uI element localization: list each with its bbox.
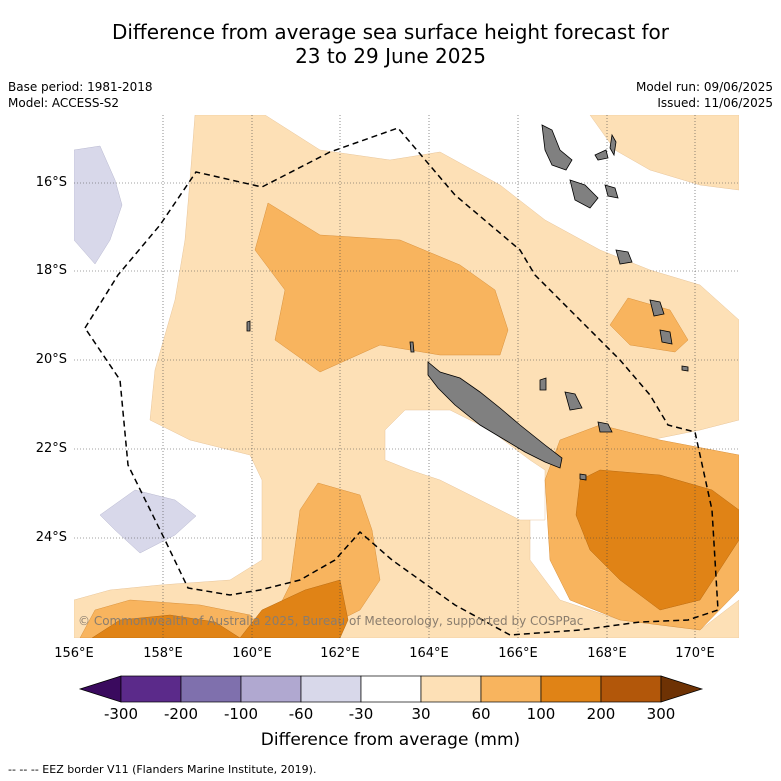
anomaly-neg-60-30-northwest [74, 145, 123, 265]
vanuatu-island-6 [615, 249, 633, 265]
anomaly-100-200-southwest [91, 614, 241, 638]
land-masses [246, 124, 689, 481]
lat-label-16s: 16°S [35, 175, 67, 190]
lon-label-168e: 168°E [587, 646, 627, 661]
vanuatu-island-8 [659, 329, 673, 345]
lon-label-166e: 166°E [498, 646, 538, 661]
anomaly-100-200-southeast [575, 469, 739, 611]
model-run: Model run: 09/06/2025 [635, 80, 773, 94]
colorbar-swatch-5 [360, 675, 422, 703]
model-name: Model: ACCESS-S2 [8, 96, 120, 110]
base-period: Base period: 1981-2018 [8, 80, 153, 94]
colorbar-label-neg300: -300 [103, 705, 139, 723]
copyright-notice: © Commonwealth of Australia 2025, Bureau… [78, 614, 584, 628]
colorbar-swatch-8 [540, 675, 602, 703]
islet-4 [409, 341, 415, 353]
colorbar-label-neg100: -100 [223, 705, 259, 723]
colorbar-swatch-9 [600, 675, 662, 703]
colorbar-label-neg30: -30 [348, 705, 374, 723]
meta-left: Base period: 1981-2018 Model: ACCESS-S2 [8, 79, 153, 111]
colorbar-swatch-7 [480, 675, 542, 703]
colorbar-swatch-1 [120, 675, 182, 703]
colorbar-under-arrow [78, 675, 122, 703]
lon-label-160e: 160°E [232, 646, 272, 661]
colorbar-title: Difference from average (mm) [260, 730, 521, 750]
map-area [74, 115, 739, 638]
colorbar-label-300: 300 [646, 705, 676, 723]
lon-label-156e: 156°E [54, 646, 94, 661]
loyalty-island-2 [597, 421, 613, 433]
neutral-region [384, 409, 546, 521]
lat-label-24s: 24°S [35, 530, 67, 545]
eez-border [84, 127, 719, 636]
issued-date: Issued: 11/06/2025 [657, 96, 773, 110]
colorbar-label-100: 100 [526, 705, 556, 723]
vanuatu-island-4 [604, 184, 619, 199]
colorbar-over-arrow [660, 675, 704, 703]
colorbar-label-30: 30 [411, 705, 431, 723]
lon-label-158e: 158°E [143, 646, 183, 661]
loyalty-island-3 [539, 377, 547, 391]
colorbar [78, 675, 704, 703]
colorbar-swatch-2 [180, 675, 242, 703]
meta-right: Model run: 09/06/2025 Issued: 11/06/2025 [636, 79, 773, 111]
colorbar-label-neg200: -200 [163, 705, 199, 723]
anomaly-60-100-central [254, 202, 509, 373]
vanuatu-island-3 [594, 149, 609, 161]
islet-1 [681, 365, 689, 372]
colorbar-label-60: 60 [471, 705, 491, 723]
map-title-line1: Difference from average sea surface heig… [111, 20, 670, 44]
lon-label-164e: 164°E [409, 646, 449, 661]
islet-3 [246, 320, 251, 332]
vanuatu-island-2 [569, 179, 599, 209]
colorbar-swatch-4 [300, 675, 362, 703]
lat-label-20s: 20°S [35, 352, 67, 367]
colorbar-label-200: 200 [586, 705, 616, 723]
map-title-line2: 23 to 29 June 2025 [295, 44, 486, 68]
colorbar-swatch-3 [240, 675, 302, 703]
vanuatu-island-5 [609, 133, 617, 157]
vanuatu-island-7 [649, 299, 665, 317]
eez-legend-note: -- -- -- EEZ border V11 (Flanders Marine… [8, 763, 317, 776]
new-caledonia-island [427, 361, 563, 469]
vanuatu-island-1 [541, 124, 573, 171]
colorbar-swatch-6 [420, 675, 482, 703]
lon-label-162e: 162°E [320, 646, 360, 661]
colorbar-label-neg60: -60 [288, 705, 314, 723]
anomaly-30-60-region [74, 115, 739, 638]
islet-2 [579, 473, 587, 481]
lat-label-22s: 22°S [35, 441, 67, 456]
lon-label-170e: 170°E [675, 646, 715, 661]
lat-label-18s: 18°S [35, 263, 67, 278]
loyalty-island-1 [564, 391, 583, 411]
